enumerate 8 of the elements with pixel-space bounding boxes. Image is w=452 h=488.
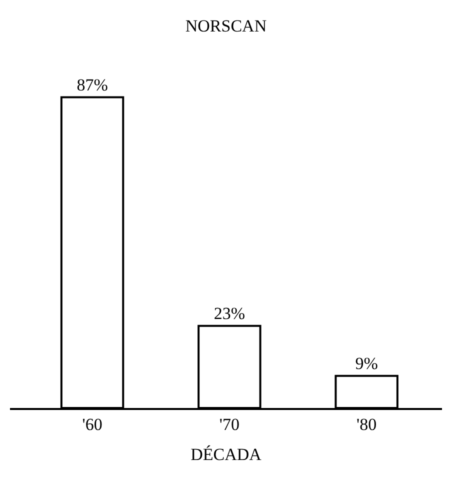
- x-tick-label: '80: [356, 415, 377, 434]
- chart-title: NORSCAN: [185, 16, 267, 36]
- x-tick-label: '70: [219, 415, 240, 434]
- data-label: 23%: [214, 304, 246, 323]
- data-label: 9%: [355, 354, 378, 373]
- data-label: 87%: [76, 75, 108, 94]
- x-tick-label: '60: [82, 415, 102, 434]
- x-axis-title: DÉCADA: [190, 445, 262, 464]
